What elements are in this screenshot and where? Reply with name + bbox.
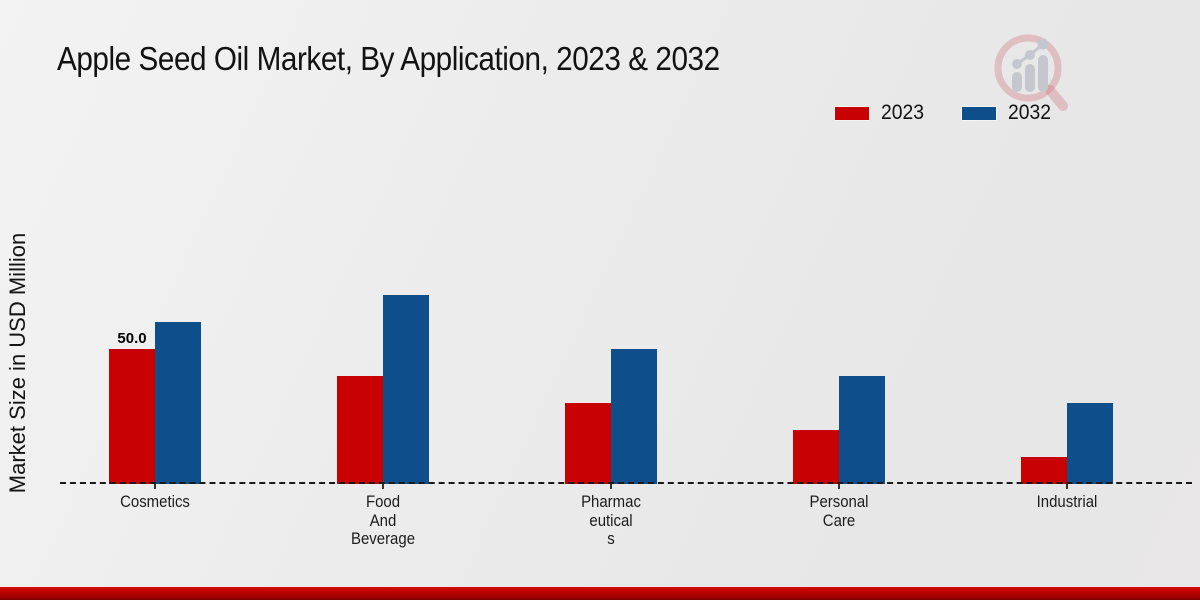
bar-2032-pharmaceuticals [611, 349, 657, 484]
x-axis-baseline [60, 482, 1192, 484]
legend-swatch-2023 [835, 106, 869, 120]
bar-2023-food-and-beverage [337, 376, 383, 484]
x-axis-label-industrial: Industrial [1036, 492, 1098, 511]
bar-2032-cosmetics [155, 322, 201, 484]
plot-area: Cosmetics Food And Beverage Pharmac eutica… [60, 150, 1192, 548]
bar-2023-cosmetics [109, 349, 155, 484]
bar-2032-personal-care [839, 376, 885, 484]
legend-label-2032: 2032 [1007, 101, 1051, 124]
x-axis-tick-cosmetics [154, 484, 156, 489]
bar-2032-industrial [1067, 403, 1113, 484]
legend-item-2032: 2032 [961, 101, 1055, 125]
legend: 2023 2032 [835, 101, 1054, 125]
bar-2023-industrial [1021, 457, 1067, 484]
x-axis-label-pharmaceuticals: Pharmac eutical s [581, 492, 641, 548]
y-axis-label: Market Size in USD Million [5, 232, 30, 494]
bar-2032-food-and-beverage [383, 295, 429, 484]
logo-svg [994, 34, 1068, 111]
x-axis-label-food-and-beverage: Food And Beverage [350, 492, 416, 548]
legend-swatch-2032 [961, 106, 996, 120]
chart-title: Apple Seed Oil Market, By Application, 2… [57, 40, 720, 77]
bar-2023-pharmaceuticals [565, 403, 611, 484]
bar-2023-personal-care [793, 430, 839, 484]
x-axis-label-personal-care: Personal Care [809, 492, 869, 530]
x-axis-tick-pharmaceuticals [610, 484, 612, 489]
legend-label-2023: 2023 [881, 101, 924, 124]
x-axis-label-cosmetics: Cosmetics [120, 492, 190, 511]
x-axis-tick-industrial [1066, 484, 1068, 489]
legend-item-2023: 2023 [835, 101, 928, 125]
bar-chart-magnifier-logo-icon [988, 28, 1073, 123]
footer-red-band [0, 587, 1200, 600]
x-axis-tick-personal-care [838, 484, 840, 489]
data-label-2023-cosmetics: 50.0 [117, 330, 147, 347]
x-axis-tick-food-and-beverage [382, 484, 384, 489]
